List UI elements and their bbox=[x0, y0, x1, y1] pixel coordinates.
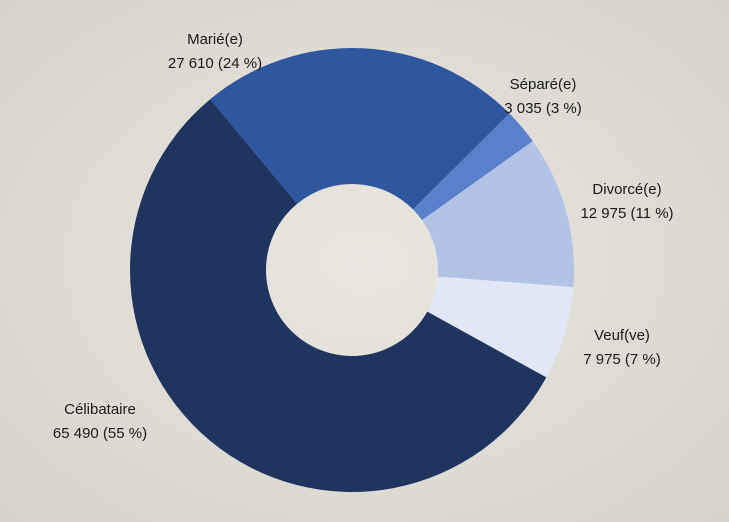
slice-label: Divorcé(e) bbox=[592, 181, 661, 198]
value-label: 27 610 (24 %) bbox=[168, 55, 262, 72]
value-label: 7 975 (7 %) bbox=[583, 351, 661, 368]
slice-label: Célibataire bbox=[64, 401, 136, 418]
donut-slice bbox=[422, 141, 575, 288]
slice-label: Marié(e) bbox=[187, 31, 243, 48]
slice-label: Séparé(e) bbox=[510, 76, 577, 93]
value-label: 65 490 (55 %) bbox=[53, 425, 147, 442]
donut-slice bbox=[130, 99, 547, 492]
value-label: 3 035 (3 %) bbox=[504, 100, 582, 117]
slice-label: Veuf(ve) bbox=[594, 327, 650, 344]
donut-slice bbox=[210, 47, 510, 210]
donut-slice bbox=[427, 276, 574, 378]
donut-slice bbox=[413, 113, 533, 221]
value-label: 12 975 (11 %) bbox=[580, 205, 673, 222]
